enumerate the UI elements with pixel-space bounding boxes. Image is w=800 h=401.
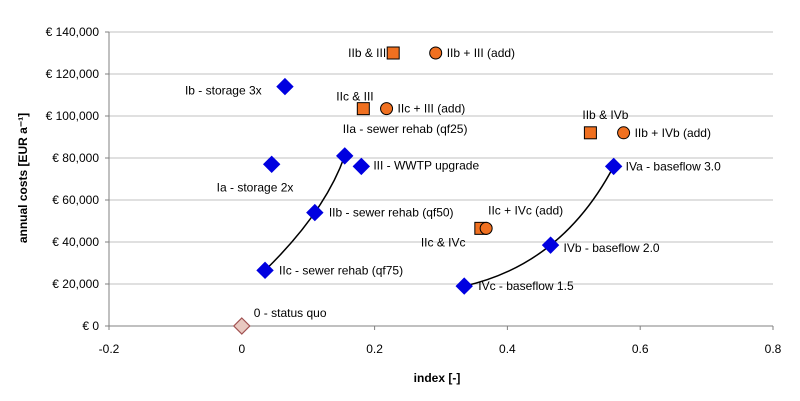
diamond-marker	[262, 155, 281, 174]
point-label: IIc + IVc (add)	[488, 203, 563, 217]
y-axis-title: annual costs [EUR a⁻¹]	[16, 113, 30, 243]
point-label: IIc & IVc	[421, 235, 466, 249]
point-label: IVb - baseflow 2.0	[564, 241, 660, 255]
point-label: III - WWTP upgrade	[373, 158, 479, 172]
point-label: IVc - baseflow 1.5	[478, 279, 574, 293]
diamond-marker	[276, 77, 294, 96]
y-tick-label: € 20,000	[52, 277, 99, 291]
circle-marker	[380, 102, 394, 116]
circle-marker	[617, 126, 631, 140]
point-label: IIb - sewer rehab (qf50)	[329, 206, 454, 220]
point-label: IIb & IVb	[582, 108, 628, 122]
x-tick-label: 0.6	[632, 342, 649, 356]
gridlines	[109, 31, 773, 285]
point-label: IIb & III	[348, 46, 386, 60]
x-tick-label: 0	[238, 342, 245, 356]
y-tick-label: € 60,000	[52, 193, 99, 207]
point-labels: 0 - status quo Ia - storage 2x Ib - storag…	[185, 46, 721, 320]
y-tick-label: € 40,000	[52, 235, 99, 249]
y-tick-label: € 80,000	[52, 151, 99, 165]
point-label: IIc - sewer rehab (qf75)	[279, 263, 403, 277]
circle-marker	[479, 221, 493, 235]
point-label: IIa - sewer rehab (qf25)	[343, 122, 468, 136]
x-tick-label: 0.8	[765, 342, 782, 356]
y-tick-label: € 120,000	[46, 67, 100, 81]
y-tick-label: € 140,000	[46, 25, 100, 39]
diamond-marker	[455, 277, 473, 295]
square-marker	[386, 46, 400, 60]
diamond-marker	[256, 261, 274, 280]
point-label: IVa - baseflow 3.0	[626, 159, 721, 173]
x-tick-label: 0.2	[366, 342, 383, 356]
point-label: IIb + III (add)	[447, 46, 515, 60]
status-quo-marker	[232, 317, 251, 335]
diamond-marker	[336, 147, 354, 165]
point-label: Ia - storage 2x	[217, 180, 294, 194]
y-tick-label: € 0	[82, 319, 99, 333]
point-label: IIb + IVb (add)	[635, 126, 711, 140]
square-marker	[356, 102, 370, 116]
tick-labels: € 0 € 20,000 € 40,000 € 60,000 € 80,000 € 100…	[46, 25, 782, 356]
point-label: IIc + III (add)	[398, 102, 466, 116]
diamond-marker	[352, 157, 371, 176]
x-tick-label: 0.4	[499, 342, 516, 356]
data-markers	[232, 46, 631, 335]
point-label: Ib - storage 3x	[185, 84, 262, 98]
x-tick-label: -0.2	[99, 342, 120, 356]
diamond-marker	[306, 203, 324, 222]
square-marker	[583, 126, 597, 140]
axes	[105, 31, 774, 330]
circle-marker	[429, 46, 443, 60]
y-tick-label: € 100,000	[46, 109, 100, 123]
diamond-marker	[541, 236, 560, 254]
point-label: IIc & III	[336, 90, 373, 104]
x-axis-title: index [-]	[414, 371, 461, 385]
diamond-marker	[604, 157, 623, 176]
point-label: 0 - status quo	[254, 306, 327, 320]
